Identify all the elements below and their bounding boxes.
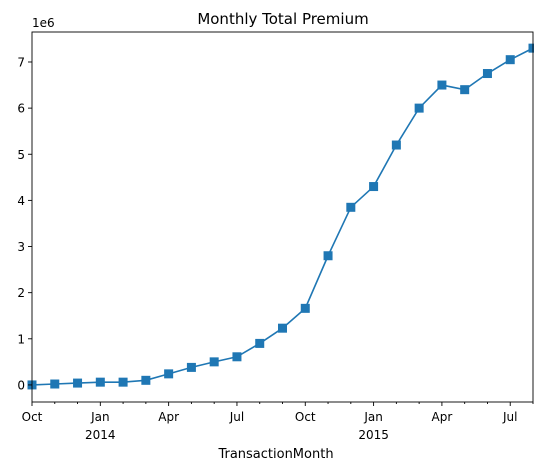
data-point-2014-04: [164, 369, 174, 379]
data-point-2015-07: [505, 55, 515, 65]
y-axis: 0 1 2 3 4 5 6 7: [17, 55, 32, 392]
data-point-2014-05: [186, 362, 196, 372]
data-point-2014-02: [118, 377, 128, 387]
x-axis: Oct Jan 2014 Apr Jul Oct Jan 2015 Apr Jul: [22, 402, 534, 442]
x-axis-label: TransactionMonth: [217, 447, 333, 462]
x-tick-year-label: 2015: [358, 428, 389, 442]
data-point-2014-10: [300, 303, 310, 313]
x-tick-label: Apr: [432, 410, 453, 424]
y-tick-label: 0: [17, 378, 25, 392]
y-tick-label: 1: [17, 332, 25, 346]
data-point-2014-07: [232, 352, 242, 362]
data-point-2014-08: [255, 338, 265, 348]
x-tick-label: Oct: [22, 410, 43, 424]
data-point-2014-11: [323, 251, 333, 261]
x-tick-label: Jan: [363, 410, 383, 424]
x-tick-year-label: 2014: [85, 428, 116, 442]
y-tick-label: 3: [17, 240, 25, 254]
x-tick-label: Apr: [158, 410, 179, 424]
data-point-2014-01: [95, 377, 105, 387]
x-tick-label: Jul: [229, 410, 244, 424]
data-point-2014-03: [141, 375, 151, 385]
x-tick-label: Jul: [502, 410, 517, 424]
data-point-2015-04: [437, 80, 447, 90]
data-point-2015-08: [528, 43, 534, 53]
y-tick-label: 4: [17, 194, 25, 208]
data-point-2014-06: [209, 357, 219, 367]
y-axis-offset-label: 1e6: [32, 16, 55, 30]
y-tick-label: 6: [17, 102, 25, 116]
data-point-2014-12: [346, 202, 356, 212]
data-point-2013-12: [73, 378, 83, 388]
y-tick-label: 7: [17, 55, 25, 69]
y-tick-label: 5: [17, 148, 25, 162]
data-point-2015-03: [414, 103, 424, 113]
x-tick-label: Oct: [295, 410, 316, 424]
data-point-2013-11: [50, 379, 60, 389]
data-point-2015-02: [391, 140, 401, 150]
data-point-2015-06: [482, 69, 492, 79]
chart-title: Monthly Total Premium: [197, 10, 368, 28]
data-point-2015-05: [460, 85, 470, 95]
x-tick-label: Jan: [90, 410, 110, 424]
data-point-2015-01: [369, 182, 379, 192]
y-tick-label: 2: [17, 286, 25, 300]
data-point-2014-09: [278, 323, 287, 333]
